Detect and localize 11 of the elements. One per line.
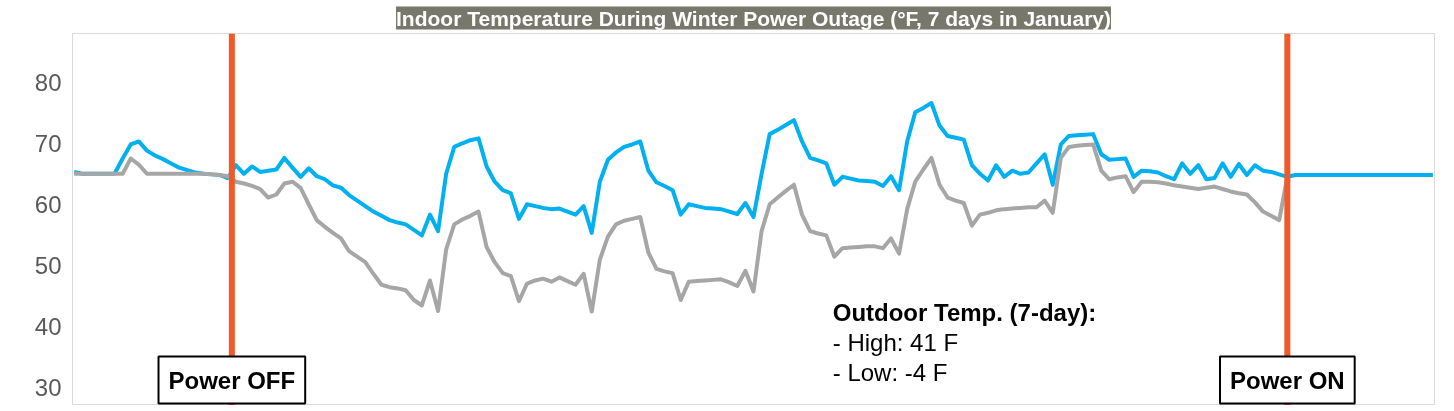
y-tick-label: 40 — [34, 312, 62, 340]
annotation: Power OFF — [168, 366, 296, 394]
y-tick-label: 70 — [34, 129, 62, 157]
line-series — [72, 101, 1435, 238]
y-tick-label: 30 — [34, 373, 62, 401]
annotation: Outdoor Temp. (7-day): - High: 41 F - Low: -4 F — [832, 298, 1097, 386]
y-tick-label: 50 — [34, 251, 62, 279]
y-tick-label: 60 — [34, 190, 62, 218]
chart-title: Indoor Temperature During Winter Power Outage (°F, 7 days in January) — [396, 6, 1111, 30]
annotation: Power ON — [1229, 366, 1345, 394]
y-tick-label: 80 — [34, 68, 62, 96]
